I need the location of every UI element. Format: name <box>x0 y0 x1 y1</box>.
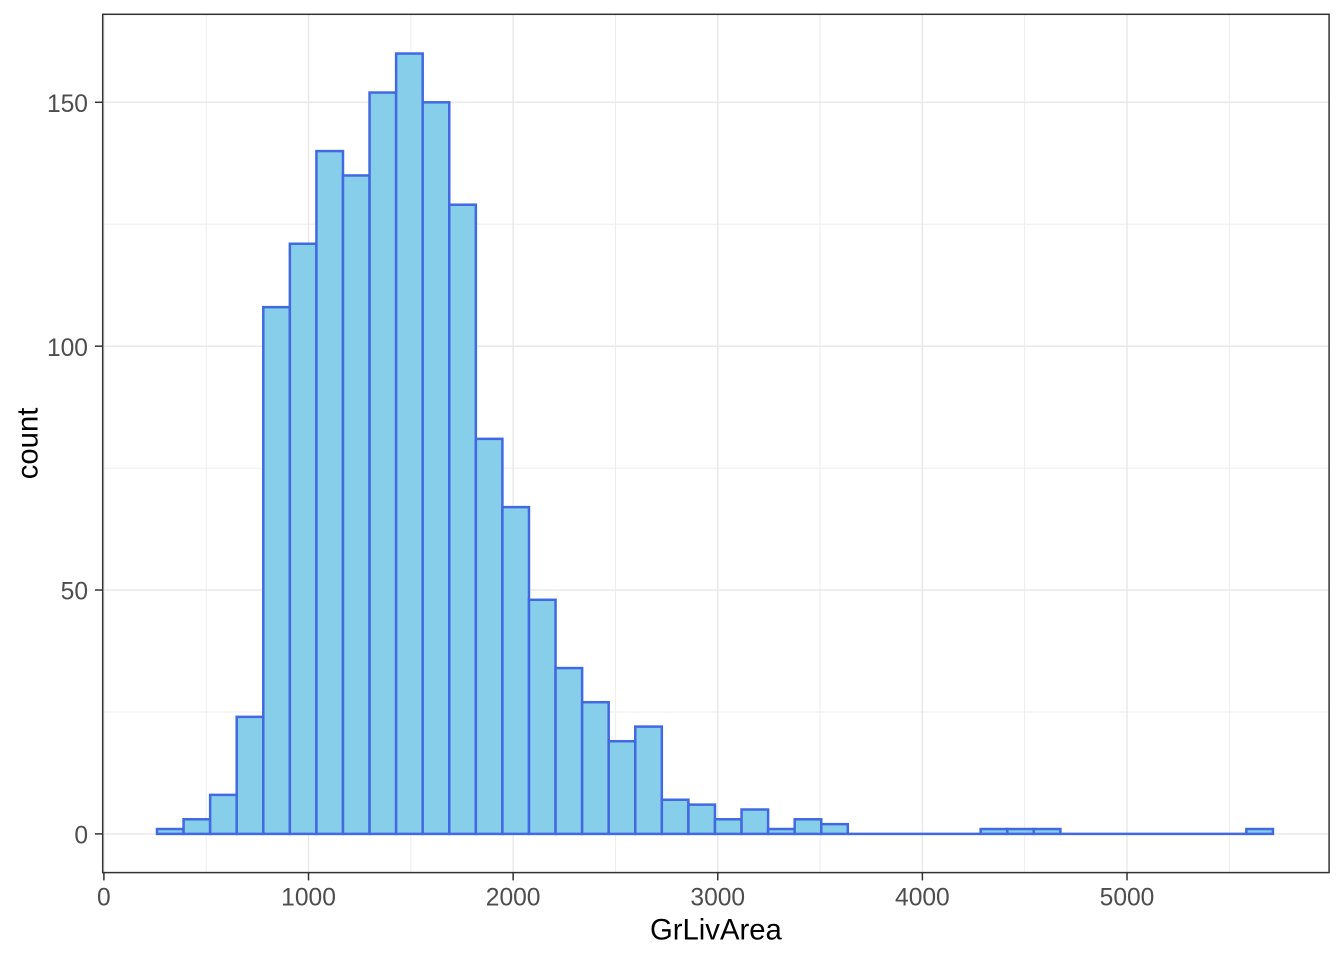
svg-text:150: 150 <box>47 91 88 118</box>
svg-text:0: 0 <box>74 823 88 850</box>
svg-text:count: count <box>11 408 44 480</box>
svg-text:100: 100 <box>47 335 88 362</box>
svg-text:4000: 4000 <box>895 885 950 912</box>
svg-text:1000: 1000 <box>281 885 336 912</box>
svg-text:50: 50 <box>61 579 88 606</box>
svg-text:2000: 2000 <box>486 885 541 912</box>
svg-text:3000: 3000 <box>690 885 745 912</box>
svg-text:5000: 5000 <box>1100 885 1155 912</box>
svg-text:GrLivArea: GrLivArea <box>650 914 783 947</box>
svg-text:0: 0 <box>97 885 111 912</box>
